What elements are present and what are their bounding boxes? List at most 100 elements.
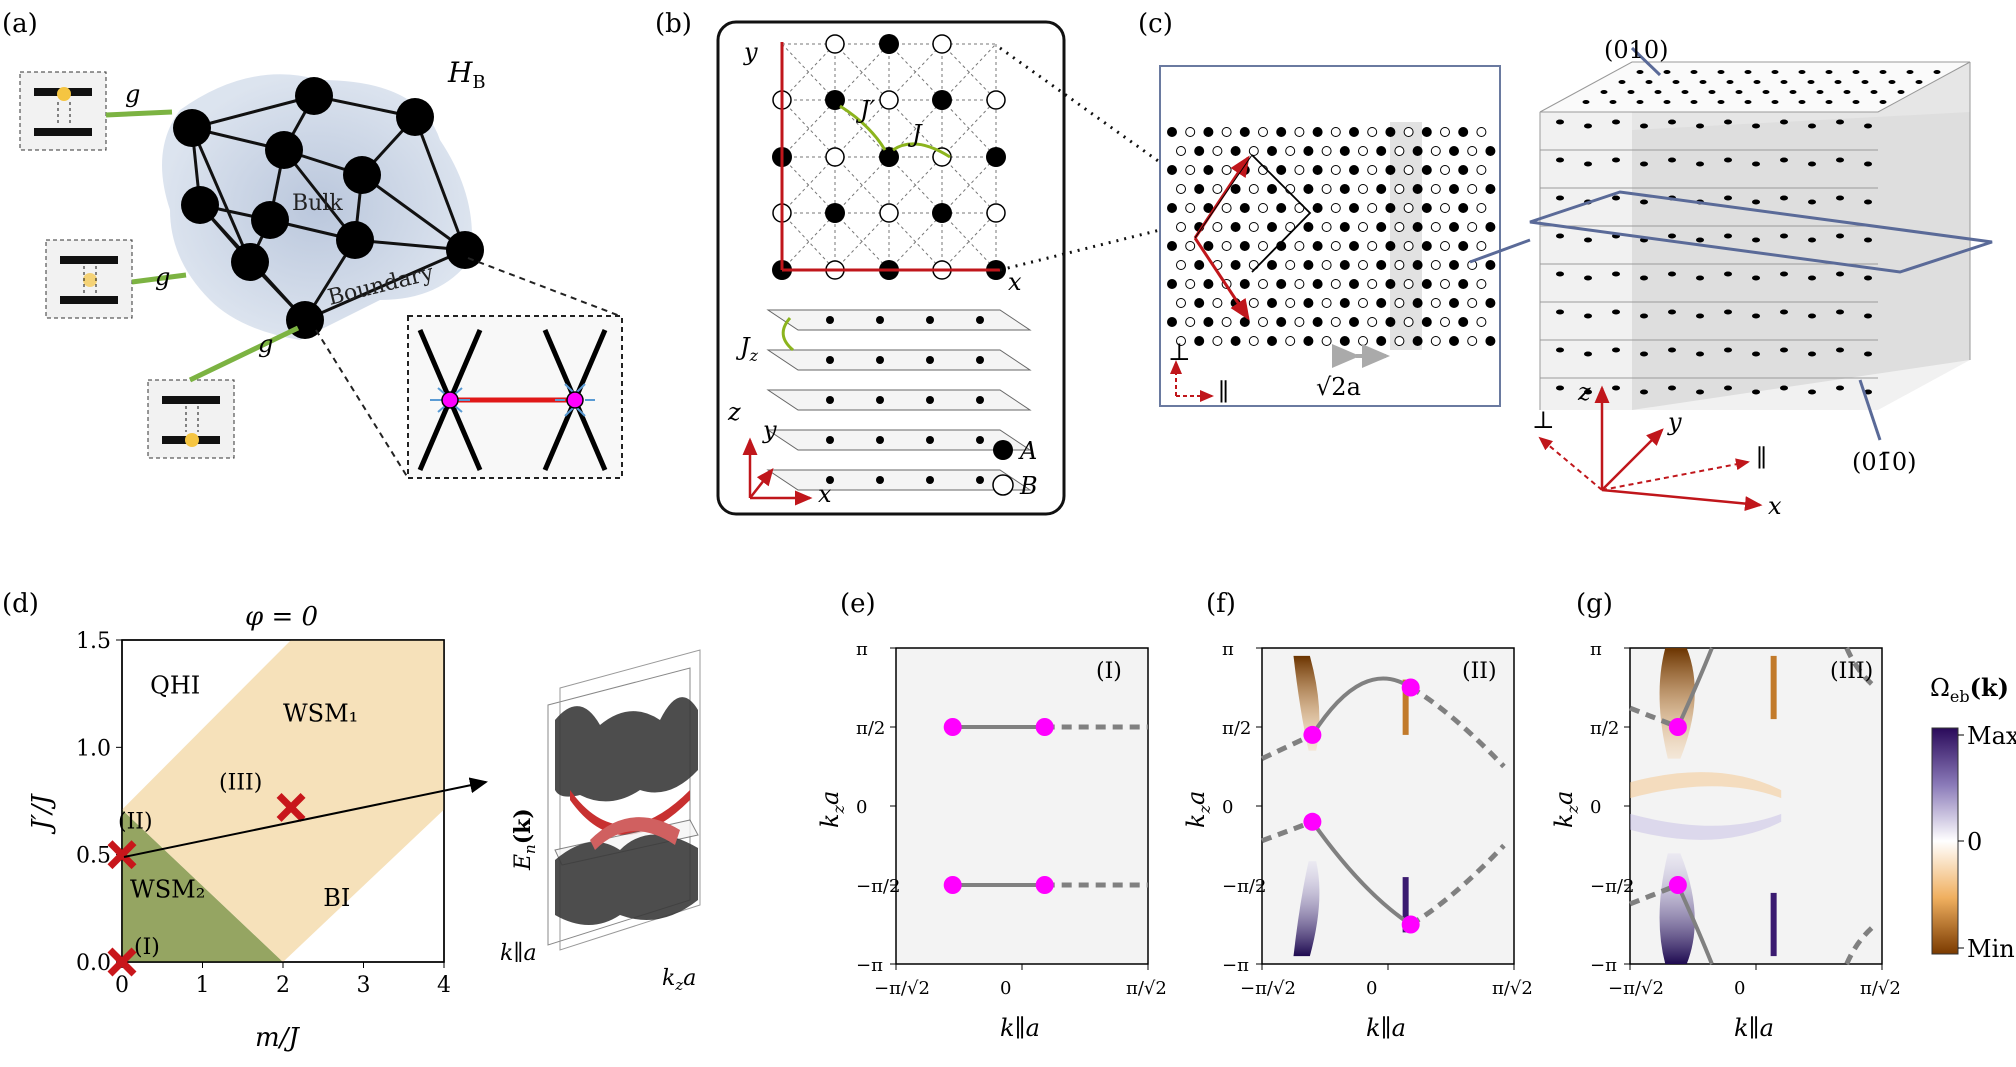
- lattice-2d: J′ J x y: [743, 34, 1022, 296]
- lattice-site: [1376, 146, 1387, 156]
- fermi-arc-dashed: [1844, 647, 1878, 690]
- case-label: (II): [1462, 659, 1497, 684]
- lattice-site: [1412, 260, 1423, 270]
- slab-site: [1780, 309, 1788, 315]
- slab-site: [1556, 233, 1564, 239]
- axis-x-b2: x: [818, 480, 832, 508]
- slab-top-site: [1807, 80, 1815, 84]
- lattice-site: [1385, 203, 1396, 213]
- slab-site: [1612, 385, 1620, 391]
- phase-point-marker: [276, 792, 306, 822]
- slab-site: [1724, 119, 1732, 125]
- slab-site: [1696, 313, 1704, 319]
- slab-top-site: [1852, 70, 1860, 74]
- slab-site: [1556, 309, 1564, 315]
- lattice-site: [1458, 317, 1469, 327]
- weyl-point-left: [441, 391, 459, 409]
- axis-z-b: z: [727, 398, 741, 426]
- lattice-site: [1321, 222, 1332, 232]
- slab-top-site: [1663, 100, 1671, 104]
- lattice-site: [1349, 317, 1359, 327]
- slab-site: [1864, 161, 1872, 167]
- slab-site: [1752, 237, 1760, 243]
- phase-point-label: (III): [219, 770, 262, 795]
- slab-site: [1696, 237, 1704, 243]
- slab-site: [1724, 195, 1732, 201]
- lattice-site: [1485, 222, 1496, 232]
- panel-a-label: (a): [2, 9, 38, 39]
- slab-top-site: [1789, 90, 1797, 94]
- phase-point-label: (II): [118, 810, 153, 835]
- lattice-site: [1367, 279, 1378, 289]
- slab-site: [1556, 157, 1564, 163]
- lattice-site: [1267, 298, 1277, 308]
- lattice-site: [1394, 184, 1405, 194]
- lattice-site: [1176, 146, 1186, 156]
- emitter-box-3: [147, 379, 235, 459]
- slab-site: [1640, 161, 1648, 167]
- berry-negative-tail: [1630, 813, 1782, 840]
- lattice-site: [1440, 317, 1450, 327]
- lattice-site: [1321, 298, 1332, 308]
- berry-positive: [1659, 648, 1695, 759]
- panel-d-label: (d): [2, 589, 39, 619]
- weyl-point: [1303, 725, 1322, 744]
- x-tick-label: 4: [437, 973, 451, 998]
- coupling-line-3: [188, 325, 300, 383]
- lattice-site: [1212, 184, 1223, 194]
- slab-site: [1864, 389, 1872, 395]
- lattice-site: [1185, 165, 1196, 175]
- hamiltonian-label: HB: [447, 56, 486, 93]
- lattice-site: [1449, 298, 1459, 308]
- slab-site: [1640, 313, 1648, 319]
- lattice-site: [1430, 146, 1441, 156]
- fermi-arc: [1676, 647, 1714, 728]
- surface-0-10-label: (01̄0): [1852, 448, 1917, 476]
- lattice-site: [1212, 146, 1223, 156]
- lattice-site: [1321, 146, 1332, 156]
- lattice-site: [1258, 203, 1268, 213]
- case-label: (III): [1830, 659, 1873, 684]
- region-label: QHI: [150, 672, 200, 700]
- lattice-site: [1167, 203, 1177, 213]
- lattice-site: [1248, 222, 1259, 232]
- slab-site: [1808, 275, 1816, 281]
- slab-view-frame: [1159, 65, 1501, 407]
- lattice-site: [1303, 146, 1314, 156]
- lattice-site: [1467, 336, 1478, 346]
- slab-top-site: [1636, 70, 1644, 74]
- slab-top-site: [1762, 90, 1770, 94]
- y-tick-label: −π: [1222, 955, 1249, 976]
- weyl-point: [943, 876, 962, 894]
- x-tick-label: 0: [115, 973, 129, 998]
- lattice-site: [1276, 203, 1287, 213]
- lattice-site: [1312, 241, 1323, 251]
- slab-top-site: [1780, 80, 1788, 84]
- lattice-site: [1403, 203, 1414, 213]
- lattice-site: [1276, 165, 1287, 175]
- slab-top-site: [1699, 80, 1707, 84]
- lattice-site: [1303, 298, 1314, 308]
- x-tick-label: π/√2: [1860, 978, 1901, 999]
- slab-top-site: [1717, 100, 1725, 104]
- legend-a-label: A: [1018, 437, 1037, 465]
- lattice-site: [1440, 203, 1450, 213]
- panel-d: (d) φ = 0 WSM₂ WSM₁ QHI BI 0 1 2 3 4 0.0 0.5 1.0 1.5…: [2, 589, 701, 1053]
- lattice-site: [1421, 165, 1432, 175]
- lattice-site: [1412, 146, 1423, 156]
- slab-site: [1584, 351, 1592, 357]
- lattice-site: [1367, 127, 1378, 137]
- slab-site: [1556, 385, 1564, 391]
- lattice-site: [1412, 222, 1423, 232]
- lattice-site: [1385, 127, 1396, 137]
- y-tick-label: −π: [1590, 955, 1617, 976]
- lattice-site: [1330, 317, 1341, 327]
- lattice-site: [1248, 336, 1259, 346]
- lattice-site: [1394, 146, 1405, 156]
- axis-x-b: x: [1008, 268, 1022, 296]
- lattice-site: [1339, 260, 1350, 270]
- slab-site: [1836, 385, 1844, 391]
- axis-y-c: y: [1667, 408, 1682, 436]
- fermi-arc: [1310, 820, 1412, 927]
- inset-xlabel-kz: kza: [662, 966, 696, 994]
